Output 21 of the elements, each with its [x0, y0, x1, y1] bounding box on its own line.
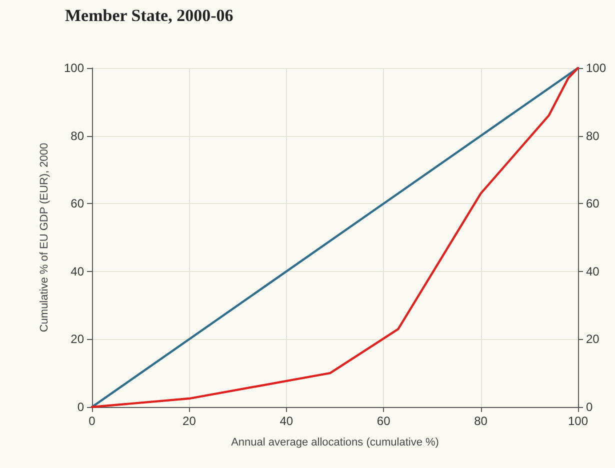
x-tick-label: 0 [88, 414, 96, 428]
x-tick-label: 20 [182, 414, 196, 428]
y2-tick-label: 0 [586, 400, 593, 414]
y-tick-label: 0 [77, 400, 84, 414]
y-tick-label: 100 [64, 61, 84, 75]
x-tick-label: 60 [376, 414, 391, 428]
y2-tick-label: 60 [586, 196, 600, 211]
y-tick-label: 60 [70, 196, 84, 211]
chart-title: Member State, 2000-06 [65, 6, 234, 25]
x-tick-label: 40 [280, 414, 294, 428]
x-tick-label: 80 [474, 414, 488, 428]
y-axis-title: Cumulative % of EU GDP (EUR), 2000 [38, 142, 50, 332]
y-tick-label: 80 [70, 128, 84, 143]
x-axis-title: Annual average allocations (cumulative %) [231, 436, 439, 448]
y-tick-label: 20 [70, 332, 84, 346]
y2-tick-label: 80 [586, 128, 600, 143]
y-tick-label: 40 [70, 264, 84, 278]
y2-tick-label: 100 [586, 61, 606, 75]
y2-tick-label: 20 [586, 332, 600, 346]
x-tick-label: 100 [568, 414, 588, 428]
y2-tick-label: 40 [586, 264, 600, 278]
